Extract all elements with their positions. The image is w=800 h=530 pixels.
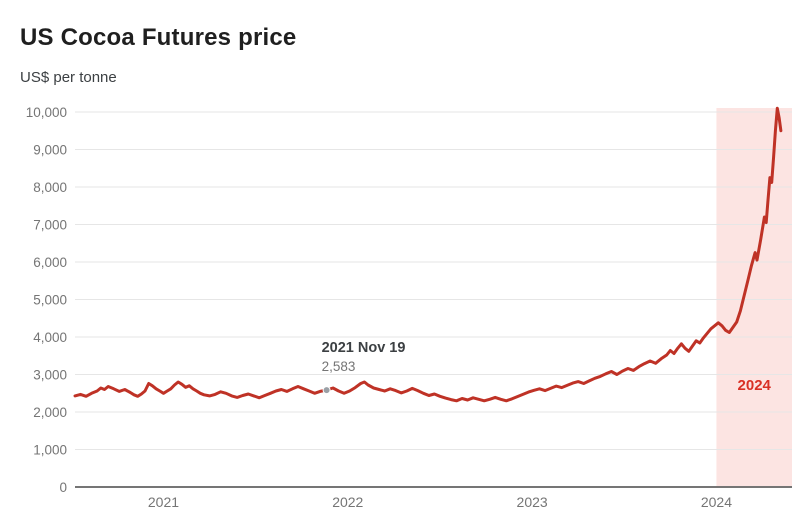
y-axis-tick-label: 9,000: [33, 143, 67, 158]
y-axis-tick-label: 6,000: [33, 255, 67, 270]
x-axis-tick-label: 2023: [517, 494, 548, 510]
y-axis-tick-label: 3,000: [33, 368, 67, 383]
chart-subtitle: US$ per tonne: [20, 69, 117, 86]
highlight-band-label: 2024: [738, 377, 772, 394]
chart-title: US Cocoa Futures price: [20, 24, 297, 51]
y-axis-tick-label: 5,000: [33, 293, 67, 308]
x-axis-tick-label: 2022: [332, 494, 363, 510]
y-axis-tick-label: 0: [59, 480, 67, 495]
y-axis-tick-label: 4,000: [33, 330, 67, 345]
y-axis-tick-label: 7,000: [33, 218, 67, 233]
annotation-dot: [322, 386, 331, 395]
y-axis-tick-label: 10,000: [26, 105, 67, 120]
y-axis-tick-label: 2,000: [33, 405, 67, 420]
price-line: [73, 106, 783, 403]
annotation-value: 2,583: [322, 359, 356, 374]
annotation-label: 2021 Nov 19: [322, 340, 406, 356]
y-axis-tick-label: 8,000: [33, 180, 67, 195]
x-axis-tick-label: 2024: [701, 494, 732, 510]
y-axis-tick-label: 1,000: [33, 443, 67, 458]
highlight-band-2024: [716, 108, 792, 487]
x-axis-tick-label: 2021: [148, 494, 179, 510]
